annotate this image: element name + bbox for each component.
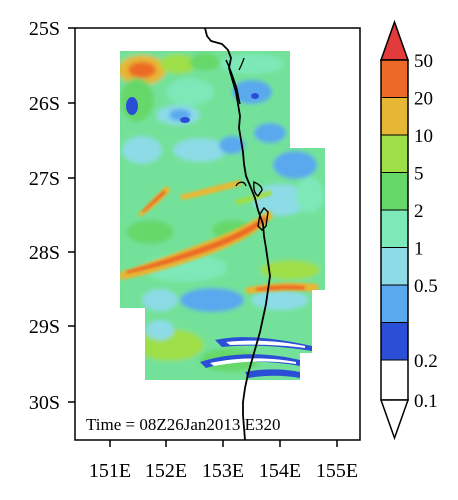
- colorbar-segment: [381, 172, 408, 210]
- time-label: Time = 08Z26Jan2013 E320: [86, 415, 281, 434]
- lat-tick-label: 28S: [29, 242, 60, 264]
- colorbar-label: 0.5: [414, 276, 438, 297]
- colorbar-segment: [381, 135, 408, 173]
- colorbar-over-triangle: [379, 19, 410, 61]
- colorbar-label: 0.2: [414, 351, 438, 372]
- colorbar-label: 2: [414, 201, 424, 222]
- coastline: [204, 28, 271, 440]
- colorbar-segment: [381, 60, 408, 98]
- colorbar: 50 20 10 5 2 1 0.5 0.2 0.1: [379, 19, 438, 441]
- colorbar-segment: [381, 247, 408, 285]
- lat-tick-label: 30S: [29, 392, 60, 414]
- colorbar-segment: [381, 285, 408, 323]
- lat-tick-label: 29S: [29, 316, 60, 338]
- colorbar-label: 0.1: [414, 391, 438, 412]
- colorbar-label: 10: [414, 126, 433, 147]
- lon-tick-label: 153E: [202, 460, 244, 482]
- lon-tick-label: 155E: [316, 460, 358, 482]
- lat-tick-label: 27S: [29, 168, 60, 190]
- colorbar-label: 20: [414, 89, 433, 110]
- colorbar-under-triangle: [379, 399, 410, 441]
- lat-tick-label: 26S: [29, 93, 60, 115]
- colorbar-label: 5: [414, 164, 424, 185]
- colorbar-label: 50: [414, 51, 433, 72]
- colorbar-segment: [381, 210, 408, 248]
- data-field: [120, 51, 325, 380]
- colorbar-label: 1: [414, 239, 424, 260]
- lon-tick-label: 154E: [259, 460, 301, 482]
- colorbar-segment: [381, 322, 408, 360]
- lat-tick-label: 25S: [29, 18, 60, 40]
- lon-tick-label: 151E: [89, 460, 131, 482]
- axis-ticks: [68, 27, 338, 447]
- lon-tick-label: 152E: [145, 460, 187, 482]
- colorbar-segment: [381, 97, 408, 135]
